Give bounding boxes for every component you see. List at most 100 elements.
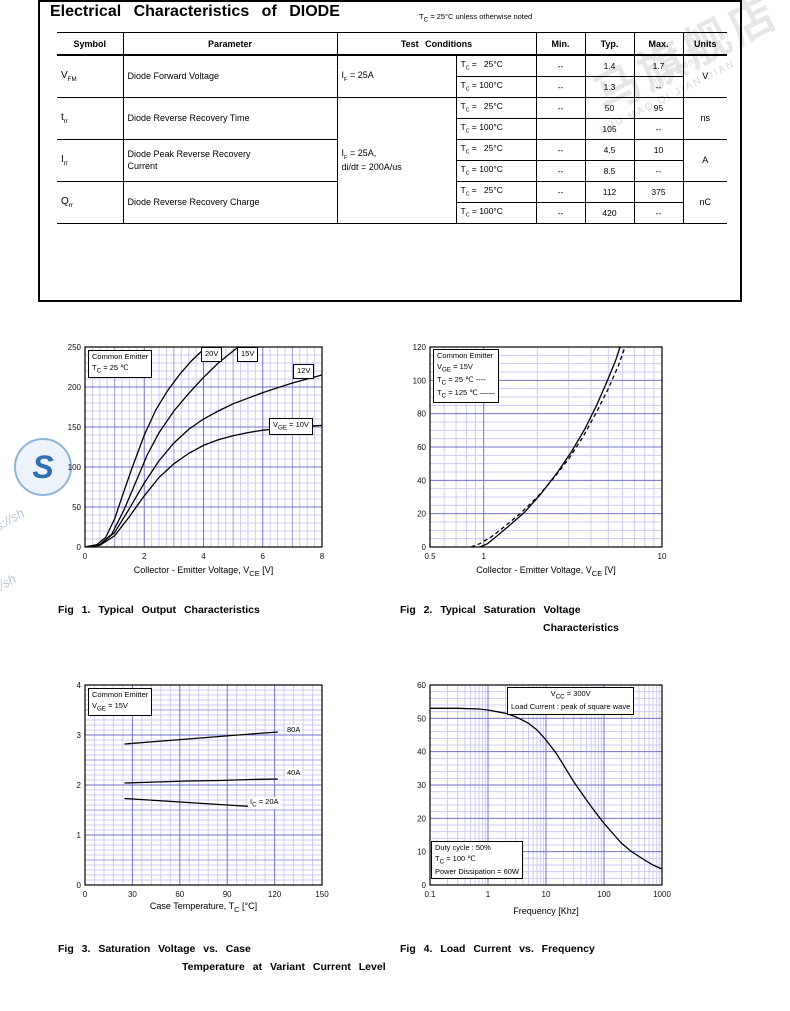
svg-text:0.1: 0.1: [424, 890, 436, 899]
table-row: VFM Diode Forward Voltage IF = 25A TC = …: [57, 55, 727, 98]
svg-text:2: 2: [77, 781, 82, 790]
max-cell: 1.7: [633, 55, 683, 77]
fig4-chart: 0.1 1 10 100 1000 0 10 20 30 40 50 60 VCC = 300V Lo…: [395, 677, 685, 907]
typ-cell: 1.3: [584, 76, 634, 98]
fig4-annotation-line: Load Current : peak of square wave: [511, 702, 631, 712]
svg-text:1: 1: [77, 831, 82, 840]
fig2-caption-line2: Characteristics: [543, 622, 619, 634]
fig3-caption-line1: Fig 3. Saturation Voltage vs. Case: [58, 943, 251, 955]
fig4-x-axis-title: Frequency [Khz]: [513, 906, 579, 916]
min-cell: --: [535, 97, 585, 119]
parameter-cell: Diode Peak Reverse Recovery Current: [122, 139, 337, 182]
svg-text:150: 150: [68, 423, 82, 432]
fig4-duty-cycle-box: Duty cycle : 50% TC = 100 ℃ Power Dissip…: [431, 841, 523, 880]
symbol-cell: trr: [57, 97, 123, 140]
svg-text:30: 30: [128, 890, 137, 899]
fig4-box-line: TC = 100 ℃: [435, 853, 476, 866]
tc-cell: TC = 100°C: [455, 76, 536, 98]
svg-text:90: 90: [223, 890, 232, 899]
curve-label-10v: VGE = 10V: [269, 418, 313, 436]
fig2-chart: 0.5 1 10 0 20 40 60 80 100 120 Common Emitter VGE…: [395, 339, 685, 569]
svg-text:1: 1: [486, 890, 491, 899]
fig4-box-line: Duty cycle : 50%: [435, 843, 491, 852]
max-cell: 375: [633, 181, 683, 203]
curve-label-40a: 40A: [285, 768, 303, 777]
fig1-chart: 0 2 4 6 8 0 50 100 150 200 250 Common Emitter TC =…: [55, 339, 345, 569]
svg-text:40: 40: [417, 748, 426, 757]
min-cell: --: [535, 76, 585, 98]
fig2-caption-line1: Fig 2. Typical Saturation Voltage: [400, 604, 581, 616]
max-cell: --: [633, 118, 683, 140]
curve-label-80a: 80A: [285, 725, 303, 734]
svg-text:0: 0: [422, 543, 427, 552]
condition-cell: IF = 25A, di/dt = 200A/us: [336, 97, 456, 224]
curve-label-20v: 20V: [201, 347, 223, 362]
fig4-box-line: Power Dissipation = 60W: [435, 866, 519, 876]
max-cell: --: [633, 160, 683, 182]
curve-label-15v: 15V: [237, 347, 259, 362]
fig4-plot-svg: 0.1 1 10 100 1000 0 10 20 30 40 50 60: [417, 681, 671, 899]
fig3-chart: 0 30 60 90 120 150 0 1 2 3 4 Common Emitter VGE = …: [55, 677, 345, 907]
fig1-x-axis-title: Collector - Emitter Voltage, VCE [V]: [133, 565, 274, 578]
fig1-legend-line: TC = 25 ℃: [92, 362, 129, 375]
min-cell: --: [535, 202, 585, 224]
svg-text:30: 30: [417, 781, 426, 790]
svg-text:120: 120: [413, 343, 427, 352]
typ-cell: 50: [584, 97, 634, 119]
max-cell: 95: [633, 97, 683, 119]
tc-cell: TC = 25°C: [455, 181, 536, 203]
electrical-characteristics-table: Symbol Parameter Test Conditions Min. Ty…: [57, 32, 727, 224]
svg-text:0: 0: [77, 881, 82, 890]
svg-text:0: 0: [77, 543, 82, 552]
svg-text:0: 0: [83, 890, 88, 899]
table-row: TC = 100°C -- 8.5 --: [57, 160, 727, 182]
svg-text:250: 250: [68, 343, 82, 352]
fig2-legend-line: TC = 25 ℃ ----: [437, 374, 486, 387]
svg-text:100: 100: [413, 376, 427, 385]
typ-cell: 8.5: [584, 160, 634, 182]
fig2-legend-line: VGE = 15V: [437, 361, 473, 374]
svg-text:4: 4: [77, 681, 82, 690]
col-header-symbol: Symbol: [57, 32, 123, 56]
typ-cell: 4.5: [584, 139, 634, 161]
svg-text:8: 8: [320, 552, 325, 561]
curve-label-12v: 12V: [293, 364, 315, 379]
fig4-condition-annotation: VCC = 300V Load Current : peak of square…: [507, 687, 635, 715]
col-header-min: Min.: [535, 32, 585, 56]
test-condition-note: TC = 25°C unless otherwise noted: [419, 12, 533, 24]
table-row: TC = 100°C -- 420 --: [57, 202, 727, 224]
svg-text:150: 150: [315, 890, 329, 899]
min-cell: --: [535, 139, 585, 161]
svg-text:200: 200: [68, 383, 82, 392]
tc-cell: TC = 25°C: [455, 139, 536, 161]
col-header-units: Units: [682, 32, 727, 56]
min-cell: --: [535, 55, 585, 77]
table-row: Irr Diode Peak Reverse Recovery Current T…: [57, 139, 727, 182]
symbol-cell: Qrr: [57, 181, 123, 224]
max-cell: 10: [633, 139, 683, 161]
curve-label-20a: IC = 20A: [248, 797, 281, 809]
svg-text:0: 0: [422, 881, 427, 890]
min-cell: --: [535, 160, 585, 182]
svg-text:50: 50: [72, 503, 81, 512]
symbol-cell: VFM: [57, 55, 123, 98]
units-cell: V: [682, 55, 727, 98]
fig3-x-axis-title: Case Temperature, TC [°C]: [149, 901, 258, 914]
fig1-legend-line: Common Emitter: [92, 352, 149, 361]
units-cell: A: [682, 139, 727, 182]
typ-cell: 420: [584, 202, 634, 224]
svg-text:4: 4: [201, 552, 206, 561]
svg-text:100: 100: [597, 890, 611, 899]
fig4-caption: Fig 4. Load Current vs. Frequency: [400, 943, 595, 955]
typ-cell: 1.4: [584, 55, 634, 77]
svg-text:60: 60: [417, 443, 426, 452]
typ-cell: 105: [584, 118, 634, 140]
table-row: Qrr Diode Reverse Recovery Charge TC = 2…: [57, 181, 727, 224]
fig2-legend-line: TC = 125 ℃ ——: [437, 388, 495, 400]
table-row: trr Diode Reverse Recovery Time IF = 25A…: [57, 97, 727, 224]
svg-text:10: 10: [542, 890, 551, 899]
fig3-legend-line: VGE = 15V: [92, 700, 128, 713]
min-cell: [535, 118, 585, 140]
svg-text:10: 10: [658, 552, 667, 561]
fig1-plot-svg: 0 2 4 6 8 0 50 100 150 200 250: [68, 343, 325, 561]
